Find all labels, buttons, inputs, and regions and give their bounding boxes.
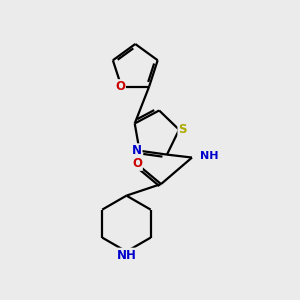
Text: NH: NH bbox=[116, 249, 136, 262]
Text: O: O bbox=[115, 80, 125, 93]
Text: O: O bbox=[132, 157, 142, 170]
Text: NH: NH bbox=[200, 151, 219, 161]
Text: N: N bbox=[132, 144, 142, 157]
Text: S: S bbox=[178, 123, 187, 136]
